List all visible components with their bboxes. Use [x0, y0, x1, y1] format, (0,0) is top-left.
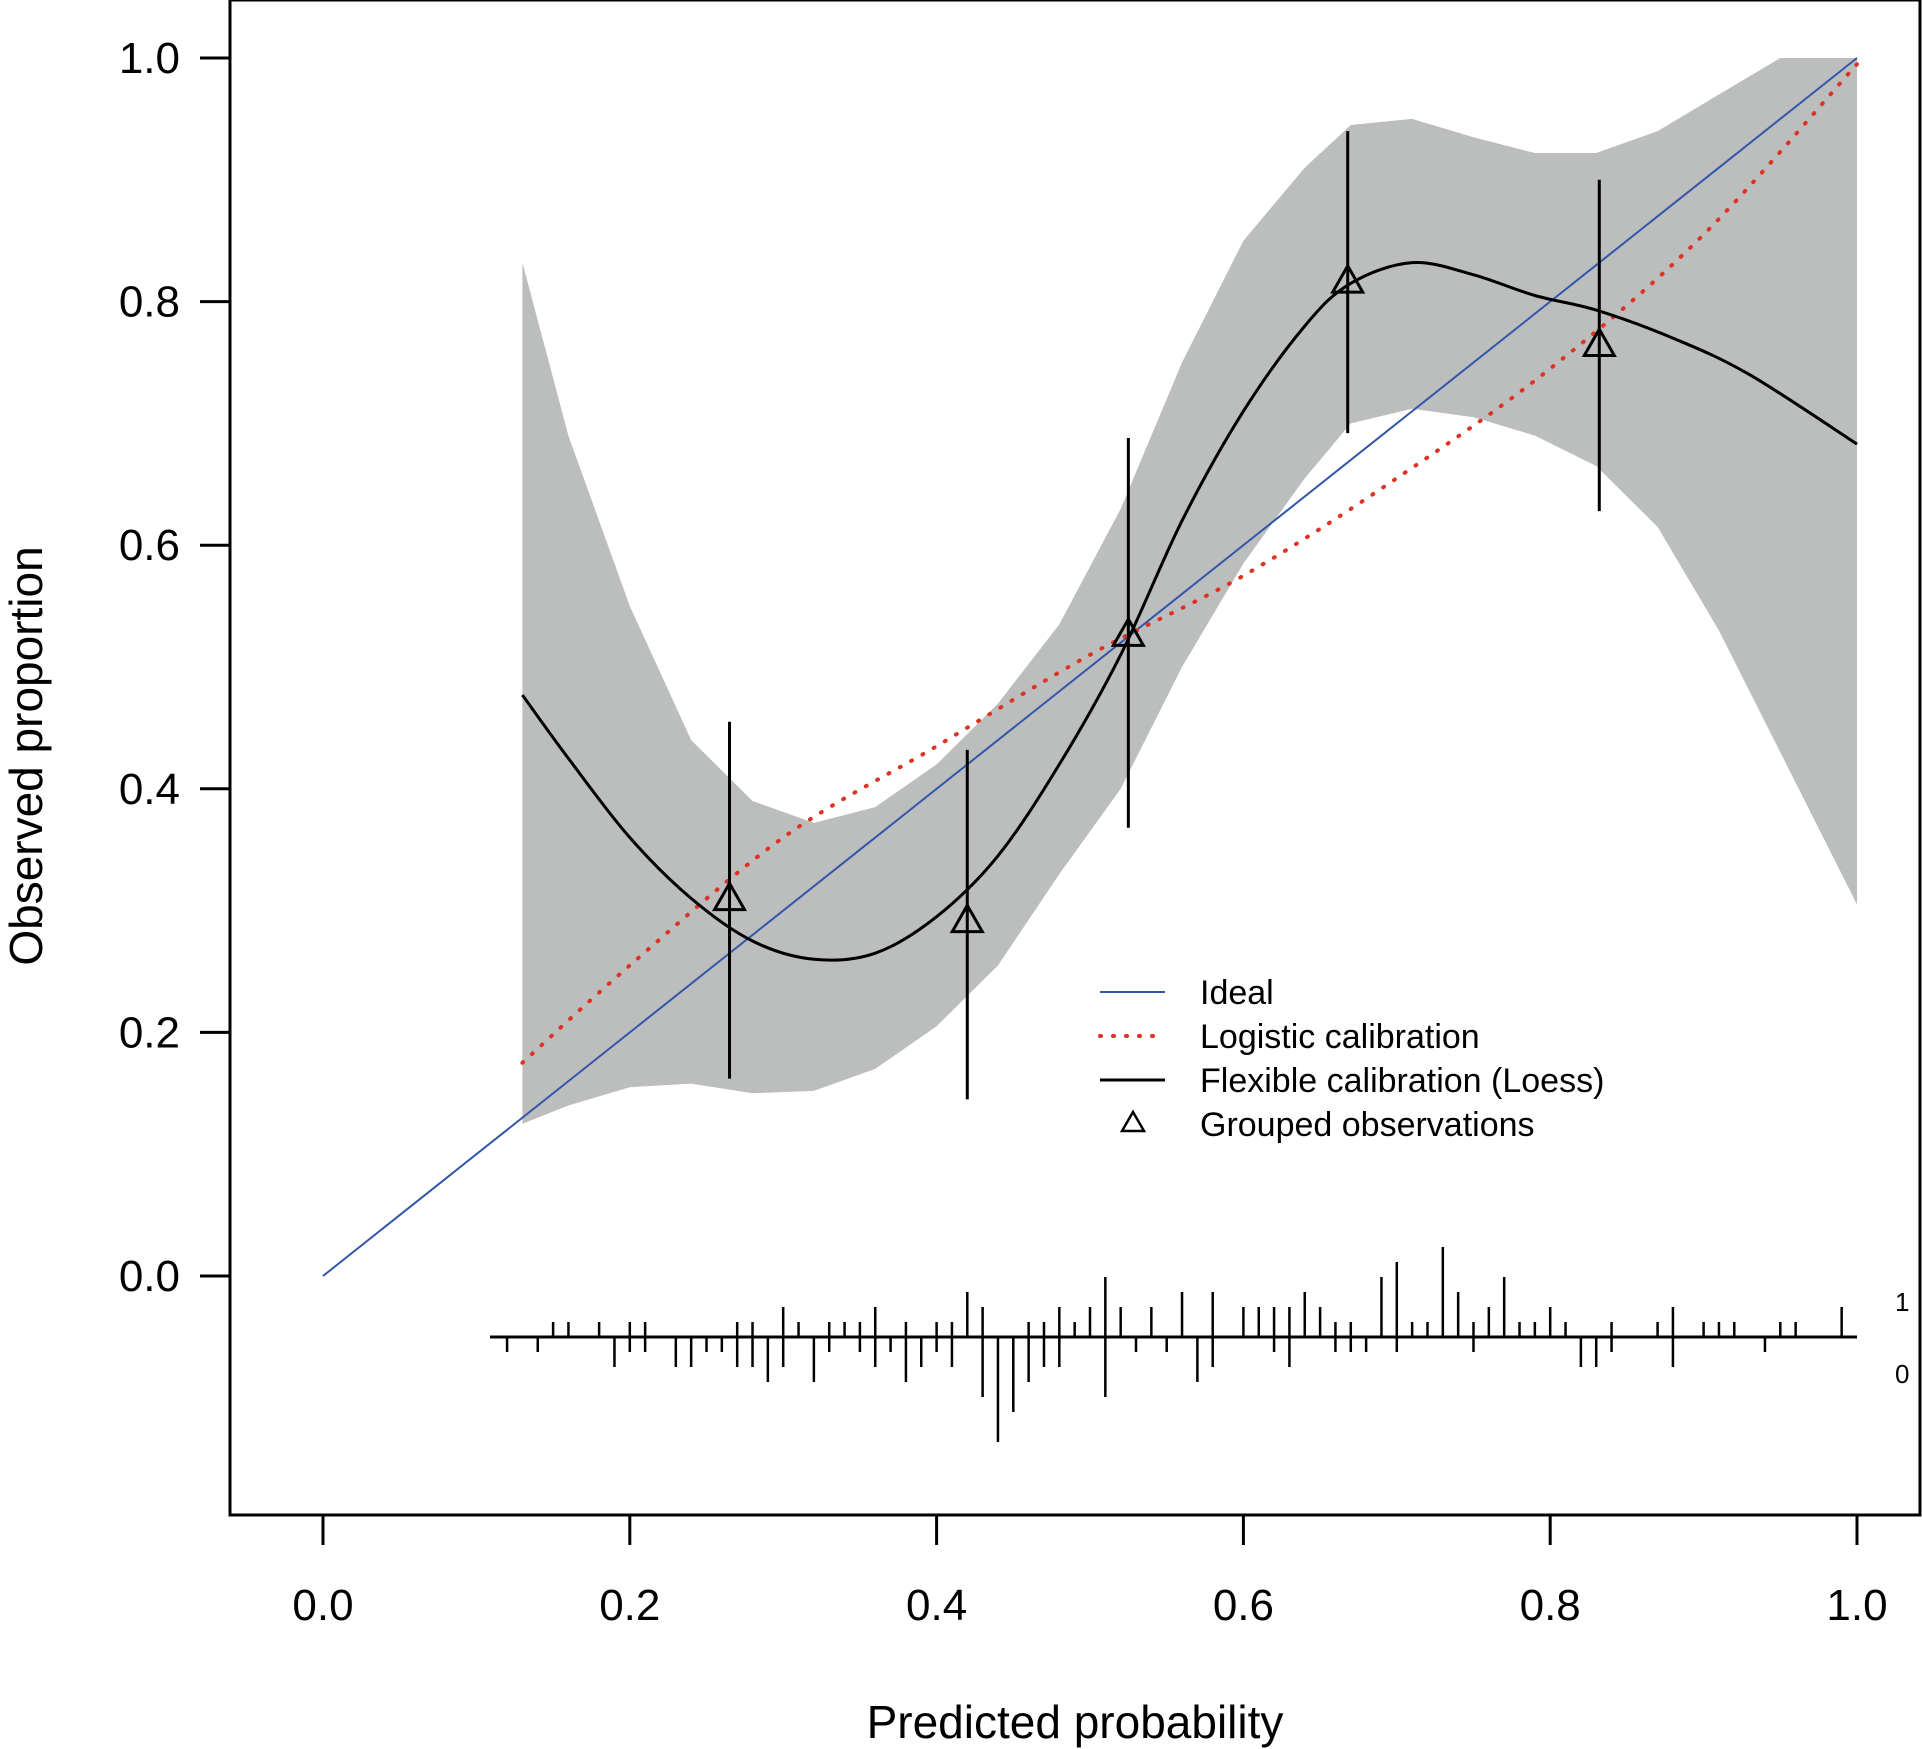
- group-triangle-marker: [1330, 262, 1366, 294]
- x-axis-tick-label: 1.0: [1826, 1581, 1887, 1630]
- x-axis-tick-label: 0.6: [1213, 1581, 1274, 1630]
- legend: Ideal Logistic calibration Flexible cali…: [1098, 974, 1604, 1144]
- rug-label-non-events: 0: [1895, 1359, 1909, 1389]
- y-axis-tick-label: 1.0: [119, 34, 180, 83]
- plot-frame: [228, 0, 1922, 1517]
- group-triangle-marker: [711, 880, 748, 912]
- logistic-calibration-line: [520, 62, 1859, 1065]
- rug-histogram-layer: [490, 1247, 1857, 1442]
- grouped-observations-layer: [711, 131, 1617, 1100]
- y-axis-tick-label: 0.2: [119, 1008, 180, 1057]
- y-axis-tick-label: 0.6: [119, 521, 180, 570]
- group-triangle-marker: [1110, 616, 1146, 647]
- x-axis-tick-label: 0.8: [1520, 1581, 1581, 1630]
- y-axis-title: Observed proportion: [0, 546, 52, 965]
- confidence-band-layer: [522, 58, 1857, 1124]
- logistic-calibration-layer: [520, 62, 1859, 1065]
- legend-label-loess: Flexible calibration (Loess): [1200, 1062, 1604, 1100]
- x-axis-title: Predicted probability: [867, 1696, 1284, 1748]
- x-axis: 0.0 0.2 0.4 0.6 0.8 1.0: [292, 1515, 1888, 1630]
- rug-label-events: 1: [1895, 1287, 1909, 1317]
- y-axis-tick-label: 0.8: [119, 278, 180, 327]
- y-axis: 0.0 0.2 0.4 0.6 0.8 1.0: [119, 34, 230, 1301]
- y-axis-tick-label: 0.4: [119, 765, 180, 814]
- legend-label-logistic: Logistic calibration: [1200, 1018, 1480, 1056]
- legend-label-ideal: Ideal: [1200, 974, 1274, 1012]
- legend-label-groups: Grouped observations: [1200, 1106, 1535, 1144]
- confidence-band: [522, 58, 1857, 1124]
- group-triangle-marker: [949, 902, 985, 934]
- ideal-line: [322, 57, 1858, 1277]
- x-axis-tick-label: 0.4: [906, 1581, 967, 1630]
- x-axis-tick-label: 0.0: [292, 1581, 353, 1630]
- x-axis-tick-label: 0.2: [599, 1581, 660, 1630]
- legend-swatch-groups: [1119, 1109, 1147, 1133]
- loess-calibration-line: [521, 260, 1858, 962]
- y-axis-tick-label: 0.0: [119, 1252, 180, 1301]
- group-triangle-marker: [1581, 326, 1617, 357]
- loess-curve-layer: [521, 260, 1858, 962]
- ideal-line-layer: [322, 57, 1858, 1277]
